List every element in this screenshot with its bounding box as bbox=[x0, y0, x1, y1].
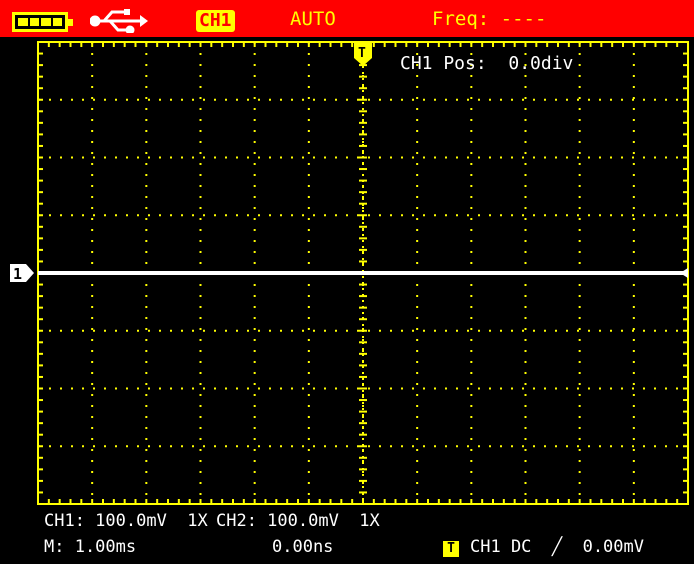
trigger-mode-label: AUTO bbox=[290, 8, 336, 30]
trigger-icon: T bbox=[443, 541, 459, 557]
timebase-readout: M: 1.00ms bbox=[44, 537, 137, 557]
horizontal-delay-readout: 0.00ns bbox=[272, 537, 334, 557]
position-readout: CH1 Pos: 0.0div bbox=[400, 53, 574, 74]
ch1-scale-readout: CH1: 100.0mV 1X bbox=[44, 511, 208, 531]
battery-full-icon bbox=[12, 12, 73, 32]
usb-icon bbox=[90, 9, 148, 33]
ch2-scale-readout: CH2: 100.0mV 1X bbox=[216, 511, 380, 531]
channel-badge: CH1 bbox=[196, 10, 235, 32]
ch1-level-marker bbox=[10, 264, 34, 282]
trigger-marker-label: T bbox=[358, 46, 366, 61]
trigger-level-marker bbox=[680, 268, 688, 278]
status-bar: CH1 AUTO Freq: ---- bbox=[0, 0, 694, 37]
ch1-marker-label: 1 bbox=[13, 265, 22, 283]
trigger-position-marker bbox=[354, 42, 372, 66]
trigger-settings-readout: CH1 DC ╱ 0.00mV bbox=[470, 537, 644, 557]
frequency-readout: Freq: ---- bbox=[432, 8, 547, 30]
graticule: 1T bbox=[10, 41, 689, 505]
info-bar: CH1: 100.0mV 1X CH2: 100.0mV 1X M: 1.00m… bbox=[0, 507, 694, 564]
